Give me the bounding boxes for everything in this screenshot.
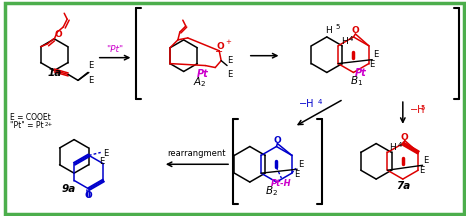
Text: 9a: 9a [62, 184, 76, 194]
Text: O: O [54, 30, 62, 39]
Text: $A_2$: $A_2$ [193, 75, 206, 89]
Text: E: E [88, 76, 93, 85]
Text: $B_2$: $B_2$ [265, 184, 278, 198]
Text: Pt: Pt [197, 69, 208, 79]
Text: 2+: 2+ [45, 122, 53, 127]
Text: O: O [352, 26, 359, 35]
Text: H: H [341, 37, 348, 46]
Text: 4: 4 [397, 143, 401, 148]
Text: E: E [294, 170, 300, 179]
Text: Pt-H: Pt-H [271, 179, 292, 188]
Text: E: E [298, 160, 303, 169]
Text: E: E [373, 50, 378, 59]
Text: rearrangment: rearrangment [167, 149, 226, 158]
Text: H: H [389, 143, 396, 153]
Text: E: E [420, 166, 425, 175]
Text: E: E [227, 71, 232, 79]
Text: 4: 4 [318, 99, 322, 105]
Text: E: E [227, 56, 232, 65]
Text: E = COOEt: E = COOEt [10, 113, 51, 122]
Text: H: H [325, 26, 332, 35]
Text: −H: −H [299, 99, 315, 109]
Text: 7a: 7a [396, 181, 410, 191]
Text: E: E [88, 61, 93, 71]
Text: −: − [215, 47, 223, 57]
Text: +: + [225, 39, 231, 45]
Text: O: O [216, 42, 224, 51]
Text: 1a: 1a [47, 68, 61, 78]
Text: E: E [424, 156, 429, 165]
Text: E: E [103, 149, 108, 158]
Text: E: E [369, 59, 375, 69]
Text: O: O [84, 191, 92, 200]
Text: "Pt" = Pt: "Pt" = Pt [10, 121, 44, 130]
Text: O: O [401, 133, 408, 142]
Text: "Pt": "Pt" [106, 45, 123, 54]
Text: 5: 5 [421, 105, 425, 111]
Text: −H: −H [410, 105, 425, 115]
Text: O: O [273, 136, 281, 145]
Text: Pt: Pt [355, 68, 366, 78]
Text: 5: 5 [336, 24, 340, 30]
Text: E: E [99, 157, 104, 166]
Text: 4: 4 [349, 36, 353, 42]
Text: $B_1$: $B_1$ [350, 74, 363, 88]
